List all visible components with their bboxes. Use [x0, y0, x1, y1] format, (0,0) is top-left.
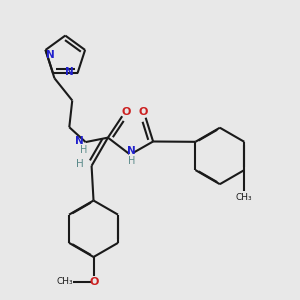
Text: CH₃: CH₃ — [236, 193, 253, 202]
Text: CH₃: CH₃ — [56, 277, 73, 286]
Text: O: O — [89, 277, 99, 287]
Text: N: N — [75, 136, 84, 146]
Text: O: O — [121, 107, 130, 117]
Text: H: H — [128, 155, 135, 166]
Text: N: N — [127, 146, 136, 156]
Text: N: N — [46, 50, 54, 60]
Text: H: H — [76, 159, 84, 170]
Text: O: O — [138, 107, 147, 117]
Text: N: N — [65, 67, 74, 77]
Text: H: H — [80, 146, 88, 155]
